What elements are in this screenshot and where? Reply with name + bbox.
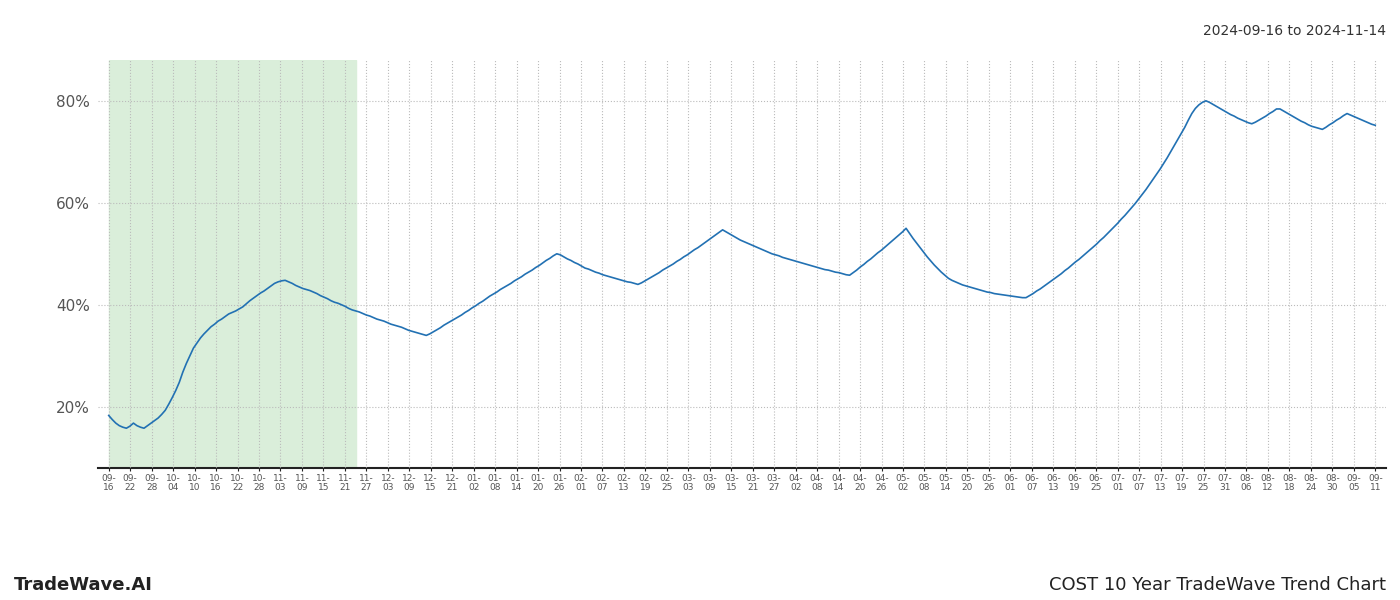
Bar	[109, 60, 356, 468]
Text: COST 10 Year TradeWave Trend Chart: COST 10 Year TradeWave Trend Chart	[1049, 576, 1386, 594]
Text: 2024-09-16 to 2024-11-14: 2024-09-16 to 2024-11-14	[1203, 24, 1386, 38]
Text: TradeWave.AI: TradeWave.AI	[14, 576, 153, 594]
